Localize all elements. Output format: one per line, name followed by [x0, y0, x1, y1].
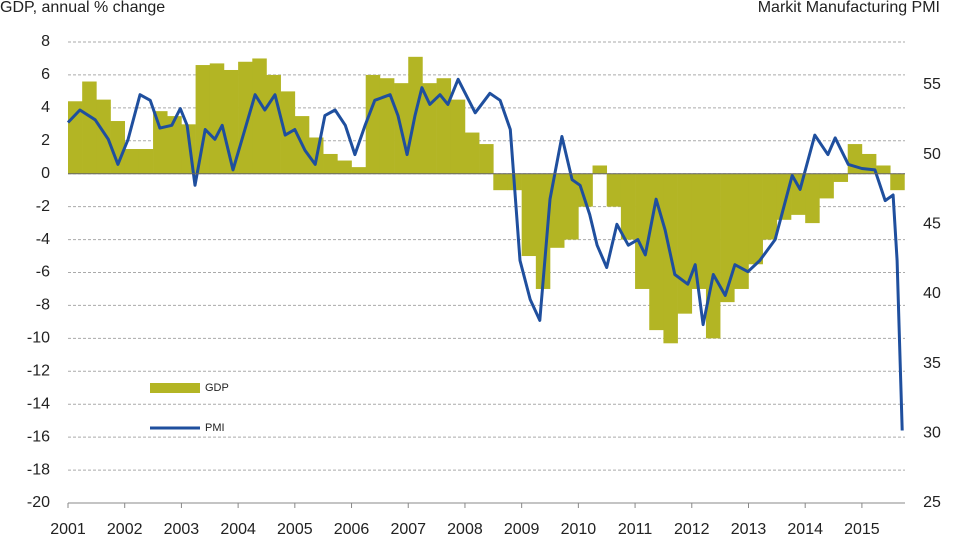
gdp-bar — [96, 99, 111, 174]
y-tick-label: -12 — [27, 363, 50, 380]
legend-label: GDP — [205, 382, 229, 394]
y2-tick-label: 50 — [923, 146, 941, 163]
y-tick-label: -6 — [36, 264, 50, 281]
gdp-bar — [209, 63, 225, 174]
gdp-bar — [167, 116, 182, 174]
x-tick-label: 2002 — [107, 521, 143, 538]
gdp-bar — [110, 121, 126, 174]
gdp-bar — [68, 101, 83, 174]
legend-swatch — [150, 383, 200, 393]
gdp-bar — [138, 149, 154, 174]
x-tick-label: 2006 — [334, 521, 370, 538]
gdp-bar — [705, 173, 721, 339]
gdp-bar — [124, 149, 140, 174]
gdp-bar — [365, 74, 381, 174]
gdp-bar — [805, 173, 820, 224]
gdp-bar — [734, 173, 749, 289]
x-tick-label: 2014 — [787, 521, 823, 538]
gdp-bar — [876, 165, 891, 174]
x-tick-label: 2011 — [618, 521, 653, 538]
gdp-bar — [450, 99, 466, 174]
y2-tick-label: 55 — [923, 76, 941, 93]
gdp-bar — [535, 173, 551, 289]
y-tick-label: -14 — [27, 395, 50, 412]
gdp-bar — [153, 111, 168, 174]
y-tick-label: -4 — [36, 231, 50, 248]
y2-tick-label: 30 — [923, 425, 941, 442]
gdp-bar — [677, 173, 693, 314]
gdp-bar — [464, 132, 480, 174]
y-tick-label: -18 — [27, 461, 50, 478]
gdp-bar — [606, 173, 622, 207]
x-tick-label: 2003 — [164, 521, 200, 538]
y-tick-label: -8 — [36, 297, 50, 314]
y-tick-label: 2 — [41, 132, 50, 149]
y-tick-label: 0 — [41, 165, 50, 182]
y2-tick-label: 40 — [923, 285, 941, 302]
y-tick-label: 6 — [41, 66, 50, 83]
y2-tick-label: 35 — [923, 355, 941, 372]
gdp-bar — [351, 167, 367, 174]
x-tick-label: 2009 — [504, 521, 540, 538]
gdp-bar — [691, 173, 707, 289]
y2-tick-label: 25 — [923, 494, 941, 511]
gdp-bar — [635, 173, 650, 289]
y-tick-label: -10 — [27, 330, 50, 347]
gdp-bar — [762, 173, 778, 240]
y-tick-label: -16 — [27, 428, 50, 445]
gdp-bar — [436, 78, 452, 174]
gdp-bar — [82, 81, 97, 174]
x-tick-label: 2005 — [277, 521, 313, 538]
gdp-bar — [550, 173, 565, 248]
gdp-bar — [238, 61, 253, 174]
gdp-bar — [379, 78, 395, 174]
y2-tick-label: 45 — [923, 216, 941, 233]
y2-axis-label: Markit Manufacturing PMI — [758, 0, 940, 16]
x-tick-label: 2001 — [50, 521, 86, 538]
x-tick-label: 2007 — [390, 521, 426, 538]
gdp-bar — [833, 173, 849, 182]
gdp-bar — [776, 173, 792, 220]
pmi-line — [66, 77, 904, 431]
x-tick-label: 2012 — [674, 521, 710, 538]
gdp-bar — [649, 173, 664, 331]
x-tick-label: 2004 — [220, 521, 256, 538]
x-tick-label: 2015 — [844, 521, 880, 538]
gdp-bar — [521, 173, 537, 257]
gdp-bar — [890, 173, 905, 191]
gdp-bar — [578, 173, 593, 207]
gdp-bar — [422, 83, 437, 174]
gdp-bar — [720, 173, 735, 303]
y-tick-label: -20 — [27, 494, 50, 511]
axis-labels: -20-18-16-14-12-10-8-6-4-202468253035404… — [27, 33, 941, 538]
gdp-bar — [748, 173, 763, 265]
gdp-bar — [620, 173, 636, 240]
y-axis-label: GDP, annual % change — [0, 0, 165, 16]
gdp-bar — [819, 173, 834, 199]
gdp-bar — [564, 173, 579, 240]
x-tick-label: 2013 — [731, 521, 767, 538]
gdp-bar — [592, 165, 608, 174]
y-tick-label: -2 — [36, 198, 50, 215]
plot-area — [66, 56, 905, 431]
gdp-bar — [252, 58, 267, 174]
gdp-bar — [479, 144, 494, 174]
x-tick-label: 2010 — [561, 521, 597, 538]
y-tick-label: 4 — [41, 99, 50, 116]
gdp-bar — [337, 160, 352, 174]
x-tick-label: 2008 — [447, 521, 483, 538]
gdp-bar — [493, 173, 508, 191]
legend-label: PMI — [205, 422, 225, 434]
gdp-bar — [323, 153, 338, 174]
gdp-bar — [266, 74, 281, 174]
y-tick-label: 8 — [41, 33, 50, 50]
gdp-bar — [195, 65, 211, 174]
grid — [68, 41, 905, 504]
